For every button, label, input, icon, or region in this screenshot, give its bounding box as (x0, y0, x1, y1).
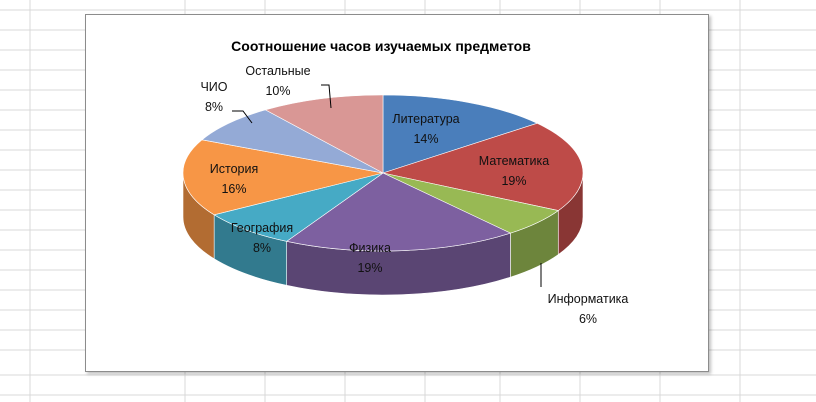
slice-value-8: 10% (265, 84, 290, 98)
pie-chart: Соотношение часов изучаемых предметов Ли… (182, 38, 628, 326)
chart-title: Соотношение часов изучаемых предметов (231, 38, 531, 54)
pie-slices (182, 94, 584, 296)
slice-label-7: ЧИО (200, 80, 227, 94)
leader-line-8 (321, 84, 332, 109)
pie-slice-7[interactable] (201, 109, 384, 174)
pie-slice-4[interactable] (285, 172, 512, 252)
slice-label-8: Остальные (245, 64, 310, 78)
pie-labels: Литература 14% Математика 19% Информатика 6% Ф… (200, 64, 628, 326)
slice-label-5: География (231, 221, 293, 235)
slice-value-5: 8% (253, 241, 271, 255)
slice-value-2: 19% (501, 174, 526, 188)
slice-value-4: 19% (357, 261, 382, 275)
slice-value-3: 6% (579, 312, 597, 326)
slice-label-6: История (210, 162, 258, 176)
pie-slice-6[interactable] (182, 139, 384, 216)
slice-value-1: 14% (413, 132, 438, 146)
slice-label-1: Литература (392, 112, 459, 126)
chart-area[interactable]: Соотношение часов изучаемых предметов Ли… (85, 14, 709, 372)
slice-label-2: Математика (479, 154, 549, 168)
leader-line-7 (232, 110, 253, 124)
pie-slice-5[interactable] (213, 172, 384, 242)
slice-value-6: 16% (221, 182, 246, 196)
slice-label-4: Физика (349, 241, 391, 255)
pie-slice-1[interactable] (382, 94, 538, 174)
pie-slice-8[interactable] (264, 94, 384, 174)
slice-label-3: Информатика (548, 292, 629, 306)
slice-value-7: 8% (205, 100, 223, 114)
pie-slice-2[interactable] (381, 122, 584, 211)
